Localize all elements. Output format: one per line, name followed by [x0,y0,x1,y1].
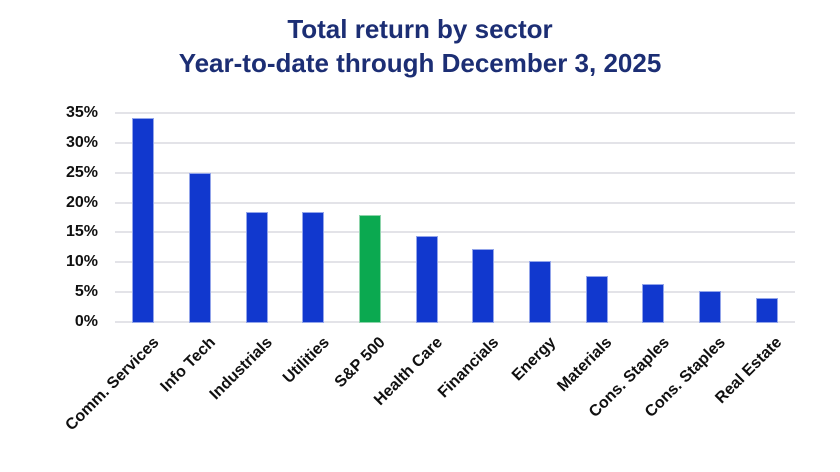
bar-real-estate [756,299,777,322]
gridline [115,141,795,144]
y-axis-label: 15% [65,223,98,241]
bar-financials [473,249,494,322]
x-axis-label-energy: Energy [508,334,560,385]
bar-industrials [246,213,267,322]
gridline [115,112,795,114]
y-axis-label: 25% [65,163,98,181]
x-axis-label-utilities: Utilities [279,334,333,387]
y-axis-label: 0% [74,313,98,330]
gridline [115,201,795,204]
gridline [115,231,795,234]
y-axis-label: 20% [65,193,98,211]
plot-area [115,112,795,323]
gridline [115,291,795,294]
y-axis-label: 10% [65,253,98,271]
bar-info-tech [190,173,210,322]
gridline [115,261,795,264]
y-axis-label: 5% [74,283,98,301]
bar-utilities [303,213,324,322]
bar-s-p-500 [360,216,380,322]
x-axis-label-comm-services: Comm. Services [62,334,163,435]
gridline [115,321,795,323]
chart-title: Total return by sector [287,14,553,44]
chart-subtitle: Year-to-date through December 3, 2025 [178,48,662,78]
bar-cons-staples [643,284,664,322]
bar-materials [586,276,607,322]
bar-energy [530,261,550,322]
bar-cons-staples [700,292,720,322]
x-axis-label-s-p-500: S&P 500 [331,334,390,392]
gridline [115,171,795,174]
chart-title-block: Total return by sector Year-to-date thro… [0,12,840,80]
y-axis-label: 30% [65,133,98,151]
bar-comm-services [133,118,154,322]
y-axis-label: 35% [65,104,98,121]
bar-health-care [416,236,437,322]
